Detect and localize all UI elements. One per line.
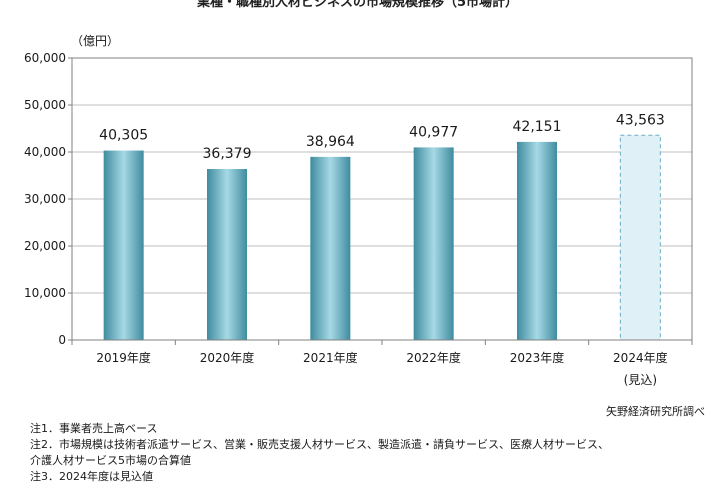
x-tick-label: 2022年度 [406, 350, 461, 365]
note-2-continued: 介護人材サービス5市場の合算値 [30, 454, 191, 467]
bar [207, 169, 247, 340]
y-tick-label: 60,000 [24, 51, 66, 65]
x-tick-label: 2024年度 [613, 350, 668, 365]
bar [103, 150, 144, 340]
y-tick-label: 20,000 [24, 239, 66, 253]
note-3: 注3．2024年度は見込値 [30, 470, 153, 483]
bar-projected [619, 134, 661, 341]
chart-title: 業種・職種別人材ビジネスの市場規模推移（5市場計） [196, 0, 519, 10]
gridlines [72, 57, 692, 294]
data-label: 40,305 [99, 128, 148, 144]
data-label: 36,379 [203, 146, 252, 162]
y-tick-label: 40,000 [24, 145, 66, 159]
y-tick-label: 30,000 [24, 192, 66, 206]
notes-block: 注1．事業者売上高ベース 注2．市場規模は技術者派遣サービス、営業・販売支援人材… [30, 421, 609, 485]
x-tick-sublabel: (見込) [624, 373, 657, 387]
labels: 0 10,000 20,000 30,000 40,000 50,000 60,000 40,… [24, 51, 668, 387]
bar-chart: 0 10,000 20,000 30,000 40,000 50,000 60,000 40,… [24, 51, 693, 387]
x-tick-label: 2019年度 [96, 350, 151, 365]
axes [68, 57, 693, 345]
x-tick-label: 2020年度 [200, 350, 255, 365]
bar [517, 141, 557, 340]
data-label: 40,977 [409, 124, 458, 140]
x-tick-label: 2023年度 [510, 350, 565, 365]
bar [413, 147, 454, 340]
source-note: 矢野経済研究所調べ [606, 405, 705, 418]
note-2: 注2．市場規模は技術者派遣サービス、営業・販売支援人材サービス、製造派遣・請負サ… [30, 438, 609, 451]
bars [103, 134, 661, 341]
data-label: 38,964 [306, 134, 355, 150]
y-tick-label: 50,000 [24, 98, 66, 112]
y-axis-unit-label: （億円） [71, 34, 120, 48]
y-tick-label: 10,000 [24, 286, 66, 300]
data-label: 43,563 [616, 112, 665, 128]
x-tick-label: 2021年度 [303, 350, 358, 365]
bar [310, 156, 351, 340]
data-label: 42,151 [513, 119, 562, 135]
note-1: 注1．事業者売上高ベース [30, 422, 158, 435]
y-tick-label: 0 [58, 333, 66, 347]
